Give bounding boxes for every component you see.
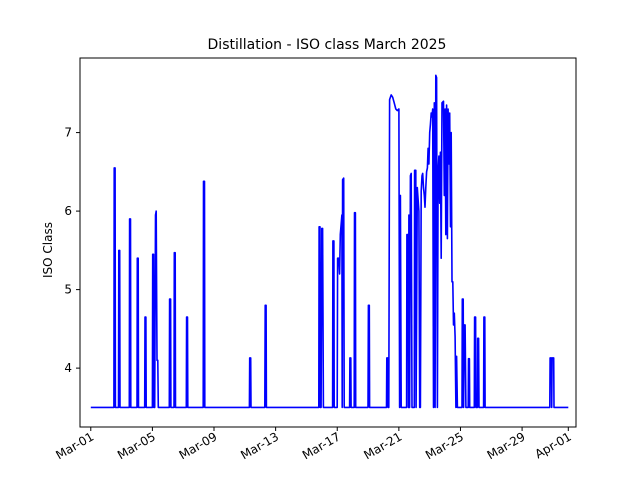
- x-tick-label: Mar-01: [53, 429, 96, 462]
- x-axis: Mar-01 Mar-05 Mar-09 Mar-13 Mar-17 Mar-21 Mar-…: [53, 427, 574, 462]
- x-tick-label: Mar-21: [361, 429, 404, 462]
- x-tick-label: Mar-09: [177, 429, 220, 462]
- y-tick-label: 6: [64, 204, 72, 218]
- y-tick-label: 4: [64, 361, 72, 375]
- chart-title: Distillation - ISO class March 2025: [208, 37, 447, 53]
- x-tick-label: Mar-13: [238, 429, 281, 462]
- x-tick-label: Mar-25: [423, 429, 466, 462]
- y-tick-label: 7: [64, 126, 72, 140]
- x-tick-label: Mar-05: [115, 429, 158, 462]
- y-tick-label: 5: [64, 283, 72, 297]
- y-axis-label: ISO Class: [41, 222, 55, 278]
- x-tick-label: Mar-29: [485, 429, 528, 462]
- y-axis: 4 5 6 7: [64, 126, 80, 375]
- series-line: [90, 74, 569, 409]
- x-tick-label: Apr-01: [533, 429, 574, 461]
- x-tick-label: Mar-17: [300, 429, 343, 462]
- plot-frame: [79, 57, 577, 428]
